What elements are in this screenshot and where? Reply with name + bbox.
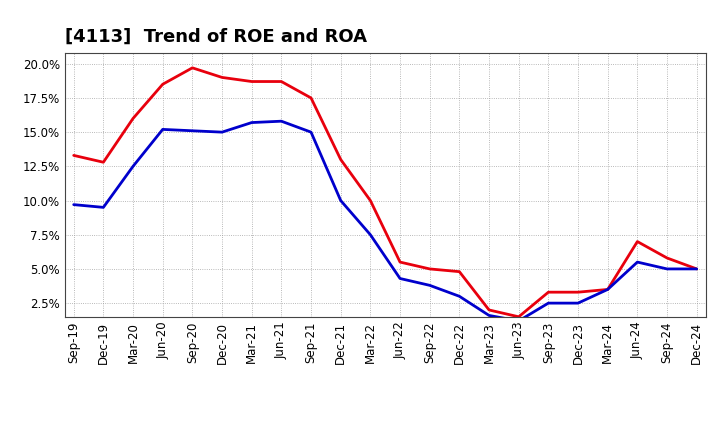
ROE bbox=[307, 95, 315, 101]
ROE bbox=[574, 290, 582, 295]
ROA bbox=[396, 276, 405, 281]
ROA bbox=[336, 198, 345, 203]
ROE bbox=[693, 266, 701, 271]
ROE bbox=[248, 79, 256, 84]
ROA bbox=[277, 118, 286, 124]
ROE bbox=[633, 239, 642, 244]
ROE bbox=[396, 260, 405, 265]
ROE bbox=[188, 65, 197, 70]
Line: ROE: ROE bbox=[73, 68, 697, 317]
ROA bbox=[188, 128, 197, 133]
ROE bbox=[514, 314, 523, 319]
ROE bbox=[603, 287, 612, 292]
ROE bbox=[99, 160, 108, 165]
Line: ROA: ROA bbox=[73, 121, 697, 321]
ROA bbox=[603, 287, 612, 292]
ROA bbox=[158, 127, 167, 132]
ROA bbox=[455, 293, 464, 299]
ROE bbox=[217, 75, 226, 80]
ROA bbox=[248, 120, 256, 125]
ROE bbox=[277, 79, 286, 84]
ROA bbox=[544, 301, 553, 306]
ROE bbox=[662, 255, 671, 260]
ROA bbox=[99, 205, 108, 210]
ROA bbox=[307, 129, 315, 135]
ROE bbox=[485, 307, 493, 312]
ROE bbox=[426, 266, 434, 271]
ROE bbox=[366, 198, 374, 203]
ROE bbox=[69, 153, 78, 158]
ROA bbox=[574, 301, 582, 306]
ROA bbox=[426, 282, 434, 288]
ROA bbox=[129, 164, 138, 169]
ROA bbox=[514, 318, 523, 323]
ROA bbox=[217, 129, 226, 135]
ROA bbox=[693, 266, 701, 271]
ROE bbox=[455, 269, 464, 274]
ROE bbox=[129, 116, 138, 121]
ROE bbox=[158, 82, 167, 87]
ROA bbox=[662, 266, 671, 271]
ROA bbox=[366, 232, 374, 237]
Text: [4113]  Trend of ROE and ROA: [4113] Trend of ROE and ROA bbox=[65, 28, 366, 46]
ROE bbox=[336, 157, 345, 162]
ROA bbox=[69, 202, 78, 207]
ROA bbox=[633, 260, 642, 265]
ROE bbox=[544, 290, 553, 295]
ROA bbox=[485, 313, 493, 318]
